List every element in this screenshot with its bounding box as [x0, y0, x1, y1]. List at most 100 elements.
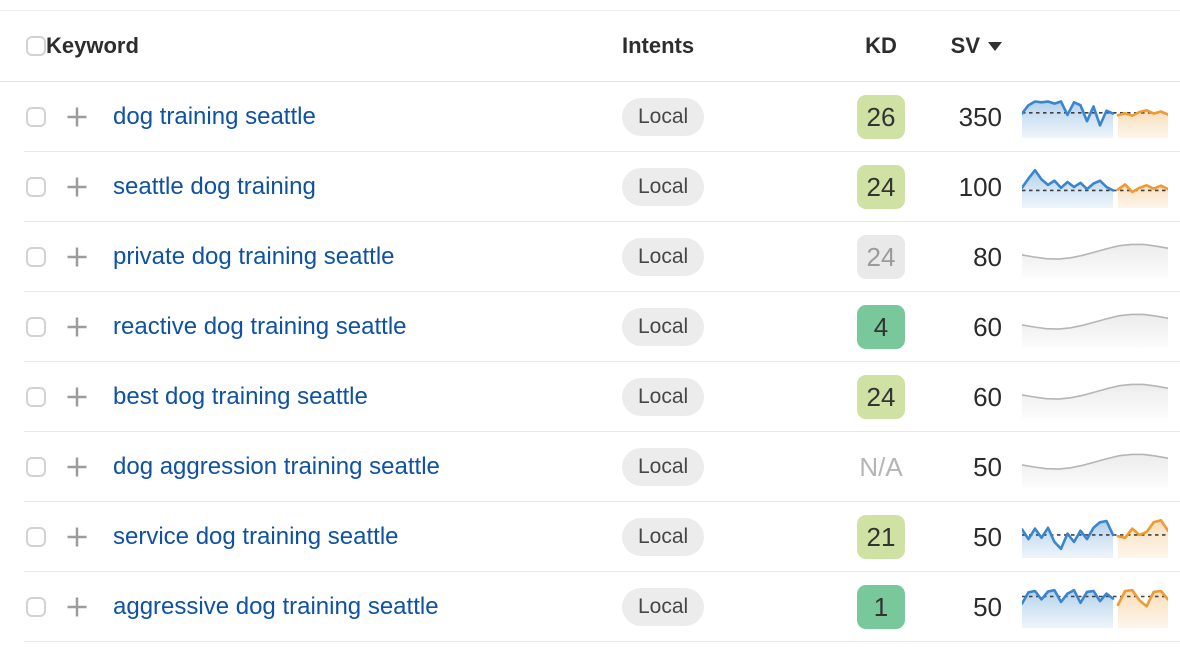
keyword-cell: seattle dog training — [113, 173, 622, 201]
table-row: seattle dog training Local 24 100 — [0, 152, 1180, 222]
keyword-link[interactable]: private dog training seattle — [113, 243, 395, 270]
row-checkbox[interactable] — [26, 387, 46, 407]
intent-cell: Local — [622, 98, 842, 136]
kd-cell: 24 — [842, 235, 920, 279]
sv-value: 60 — [973, 381, 1002, 412]
sv-value: 50 — [973, 521, 1002, 552]
keyword-link[interactable]: dog aggression training seattle — [113, 453, 440, 480]
kd-badge: N/A — [859, 451, 903, 482]
plus-icon — [67, 387, 87, 407]
select-all-checkbox[interactable] — [26, 36, 46, 56]
kd-cell: 4 — [842, 305, 920, 349]
column-header-sv[interactable]: SV — [920, 33, 1002, 59]
kd-badge: 24 — [857, 235, 905, 279]
intent-cell: Local — [622, 308, 842, 346]
add-keyword-button[interactable] — [64, 594, 90, 620]
kd-cell: N/A — [842, 445, 920, 489]
sv-cell: 350 — [920, 102, 1002, 133]
table-row: service dog training seattle Local 21 50 — [0, 502, 1180, 572]
trend-sparkline — [1022, 376, 1168, 418]
keyword-link[interactable]: dog training seattle — [113, 103, 316, 130]
keyword-link[interactable]: service dog training seattle — [113, 523, 399, 550]
sv-value: 80 — [973, 241, 1002, 272]
row-checkbox[interactable] — [26, 247, 46, 267]
row-checkbox[interactable] — [26, 177, 46, 197]
row-checkbox-cell — [26, 317, 46, 337]
table-body: dog training seattle Local 26 350 — [0, 82, 1180, 642]
table-row: aggressive dog training seattle Local 1 … — [0, 572, 1180, 642]
plus-icon — [67, 247, 87, 267]
table-row: dog training seattle Local 26 350 — [0, 82, 1180, 152]
select-all-cell — [26, 36, 46, 56]
add-keyword-button[interactable] — [64, 314, 90, 340]
keyword-cell: service dog training seattle — [113, 523, 622, 551]
plus-icon — [67, 317, 87, 337]
add-keyword-button[interactable] — [64, 244, 90, 270]
trend-sparkline — [1022, 586, 1168, 628]
intent-cell: Local — [622, 378, 842, 416]
trend-sparkline — [1022, 516, 1168, 558]
column-header-keyword: Keyword — [46, 33, 139, 58]
row-checkbox[interactable] — [26, 457, 46, 477]
add-cell — [64, 524, 90, 550]
keyword-cell: best dog training seattle — [113, 383, 622, 411]
row-checkbox[interactable] — [26, 527, 46, 547]
keyword-link[interactable]: reactive dog training seattle — [113, 313, 407, 340]
column-header-kd[interactable]: KD — [865, 33, 897, 58]
intent-cell: Local — [622, 238, 842, 276]
keyword-link[interactable]: best dog training seattle — [113, 383, 368, 410]
plus-icon — [67, 107, 87, 127]
table-header: Keyword Intents KD SV — [0, 11, 1180, 82]
keyword-cell: aggressive dog training seattle — [113, 593, 622, 621]
sv-value: 60 — [973, 311, 1002, 342]
sv-cell: 50 — [920, 592, 1002, 623]
keyword-cell: dog training seattle — [113, 103, 622, 131]
add-keyword-button[interactable] — [64, 384, 90, 410]
intent-badge: Local — [622, 588, 705, 626]
add-keyword-button[interactable] — [64, 454, 90, 480]
plus-icon — [67, 597, 87, 617]
sv-cell: 60 — [920, 382, 1002, 413]
add-keyword-button[interactable] — [64, 104, 90, 130]
table-row: best dog training seattle Local 24 60 — [0, 362, 1180, 432]
sort-desc-icon — [988, 41, 1002, 51]
sv-header-label: SV — [950, 33, 980, 58]
add-cell — [64, 594, 90, 620]
trend-sparkline — [1022, 446, 1168, 488]
intent-badge: Local — [622, 448, 705, 486]
table-row: private dog training seattle Local 24 80 — [0, 222, 1180, 292]
plus-icon — [67, 527, 87, 547]
row-checkbox[interactable] — [26, 597, 46, 617]
kd-badge: 21 — [857, 515, 905, 559]
keyword-link[interactable]: aggressive dog training seattle — [113, 593, 439, 620]
sv-value: 50 — [973, 451, 1002, 482]
row-checkbox[interactable] — [26, 317, 46, 337]
intent-badge: Local — [622, 378, 705, 416]
sv-cell: 60 — [920, 312, 1002, 343]
sv-value: 350 — [958, 101, 1002, 132]
intent-badge: Local — [622, 168, 705, 206]
table-row: dog aggression training seattle Local N/… — [0, 432, 1180, 502]
intent-cell: Local — [622, 448, 842, 486]
sv-cell: 80 — [920, 242, 1002, 273]
add-keyword-button[interactable] — [64, 524, 90, 550]
intent-badge: Local — [622, 98, 705, 136]
add-keyword-button[interactable] — [64, 174, 90, 200]
plus-icon — [67, 177, 87, 197]
kd-cell: 1 — [842, 585, 920, 629]
keyword-link[interactable]: seattle dog training — [113, 173, 316, 200]
sv-value: 50 — [973, 591, 1002, 622]
add-cell — [64, 314, 90, 340]
trend-sparkline — [1022, 236, 1168, 278]
keyword-cell: reactive dog training seattle — [113, 313, 622, 341]
row-checkbox[interactable] — [26, 107, 46, 127]
trend-sparkline — [1022, 306, 1168, 348]
intent-cell: Local — [622, 588, 842, 626]
sv-cell: 50 — [920, 522, 1002, 553]
row-checkbox-cell — [26, 107, 46, 127]
kd-badge: 24 — [857, 375, 905, 419]
add-cell — [64, 104, 90, 130]
intent-badge: Local — [622, 518, 705, 556]
kd-cell: 21 — [842, 515, 920, 559]
sv-cell: 100 — [920, 172, 1002, 203]
